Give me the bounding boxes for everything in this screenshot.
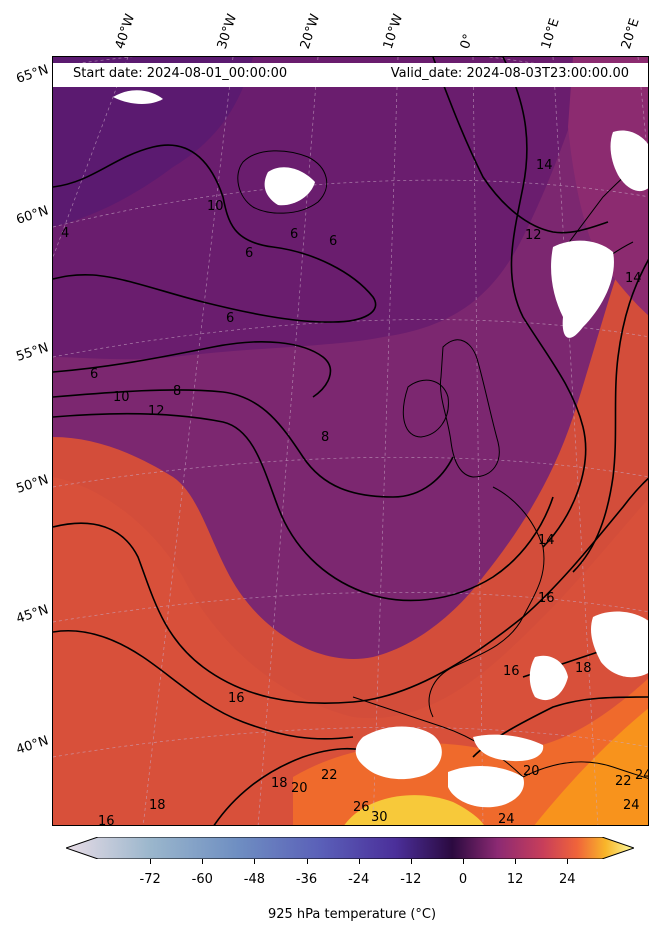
isotherm-label: 12 — [525, 228, 542, 243]
isotherm-label: 6 — [90, 367, 98, 382]
isotherm-label: 14 — [536, 158, 553, 173]
isotherm-label: 6 — [245, 246, 253, 261]
colorbar-body — [64, 836, 636, 860]
colorbar-label: 925 hPa temperature (°C) — [267, 907, 437, 922]
isotherm-label: 16 — [503, 664, 520, 679]
isotherm-label: 18 — [575, 661, 592, 676]
lon-label: 20°W — [297, 12, 324, 51]
temperature-field: 4 10 6 6 6 6 6 8 10 12 8 14 12 14 14 16 … — [53, 57, 649, 826]
colorbar-tick-mark — [254, 859, 256, 864]
isotherm-label: 16 — [98, 814, 115, 826]
isotherm-label: 8 — [173, 384, 181, 399]
scandinavia-region — [568, 57, 648, 316]
colorbar-tick-mark — [358, 859, 360, 864]
isotherm-label: 10 — [207, 199, 224, 214]
colorbar-tick-mark — [306, 859, 308, 864]
isotherm-label: 6 — [290, 227, 298, 242]
isotherm-label: 24 — [635, 768, 649, 783]
isotherm-label: 6 — [329, 234, 337, 249]
colorbar-tick-label: -60 — [191, 872, 213, 887]
map-panel: 4 10 6 6 6 6 6 8 10 12 8 14 12 14 14 16 … — [52, 56, 649, 826]
colorbar-tick-label: -36 — [295, 872, 318, 887]
isotherm-label: 10 — [113, 390, 130, 405]
colorbar-tick-label: 12 — [506, 872, 524, 887]
colorbar — [64, 836, 636, 860]
isotherm-labels: 4 10 6 6 6 6 6 8 10 12 8 14 12 14 14 16 … — [61, 158, 649, 826]
hot-core-south — [344, 795, 484, 825]
isotherm-label: 6 — [226, 311, 234, 326]
lat-label: 40°N — [14, 733, 51, 758]
isotherm-label: 18 — [271, 776, 288, 791]
isotherm-label: 16 — [228, 691, 245, 706]
colorbar-tick-mark — [150, 859, 152, 864]
isotherm-label: 16 — [538, 591, 555, 606]
isotherm-label: 8 — [321, 430, 329, 445]
isotherm-label: 4 — [61, 226, 69, 241]
lon-label: 10°E — [538, 16, 563, 51]
colorbar-tick-mark — [515, 859, 517, 864]
lon-label: 30°W — [214, 12, 241, 51]
header-strip — [53, 63, 648, 87]
isotherm-label: 12 — [148, 404, 165, 419]
isotherm-label: 22 — [321, 768, 338, 783]
colorbar-tick-mark — [567, 859, 569, 864]
coldest-airmass — [53, 57, 253, 227]
isotherm-label: 24 — [623, 798, 640, 813]
lat-label: 60°N — [14, 203, 51, 228]
isotherm-label: 18 — [149, 798, 166, 813]
valid-date-text: Valid_date: 2024-08-03T23:00:00.00 — [390, 66, 629, 81]
lat-label: 50°N — [14, 472, 51, 497]
colorbar-tick-mark — [462, 859, 464, 864]
isotherm-label: 14 — [538, 533, 555, 548]
isotherm-label: 20 — [291, 781, 308, 796]
isotherm-label: 30 — [371, 810, 388, 825]
colorbar-tick-label: -12 — [400, 872, 422, 887]
missing-data — [113, 90, 648, 808]
colorbar-tick-label: 0 — [458, 872, 468, 887]
isotherm-label: 26 — [353, 800, 370, 815]
colorbar-tick-label: 24 — [558, 872, 576, 887]
lat-label: 45°N — [14, 602, 51, 627]
colorbar-tick-mark — [202, 859, 204, 864]
isotherm-label: 20 — [523, 764, 540, 779]
lon-label: 10°W — [380, 12, 407, 51]
hot-airmass — [293, 678, 648, 825]
colorbar-tick-label: -24 — [348, 872, 370, 887]
isotherm-label: 14 — [625, 271, 642, 286]
lat-label: 55°N — [14, 340, 51, 365]
lon-label: 20°E — [618, 16, 643, 51]
isotherm-label: 24 — [498, 812, 515, 826]
lon-label: 40°W — [112, 12, 139, 51]
isotherm-label: 22 — [615, 774, 632, 789]
colorbar-tick-mark — [410, 859, 412, 864]
colorbar-tick-label: -72 — [139, 872, 161, 887]
hot-core-east — [534, 708, 648, 825]
lon-label: 0° — [457, 32, 477, 51]
start-date-text: Start date: 2024-08-01_00:00:00 — [73, 66, 288, 81]
colorbar-tick-label: -48 — [243, 872, 266, 887]
lat-label: 65°N — [14, 62, 51, 87]
